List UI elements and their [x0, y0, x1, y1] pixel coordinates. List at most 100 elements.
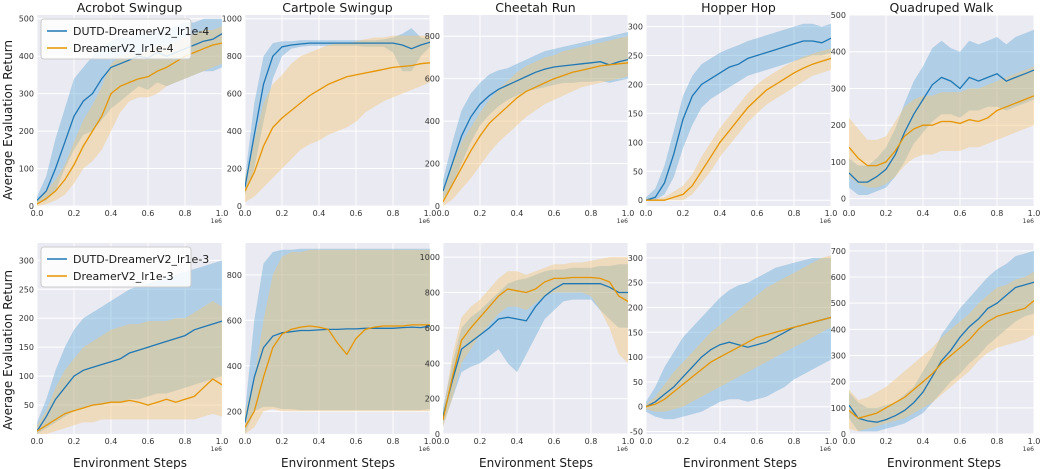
confidence-band-0: [443, 264, 628, 426]
y-tick-label: 0: [841, 430, 846, 439]
y-tick-label: 0: [638, 403, 643, 412]
x-exponent-label: 1e6: [617, 446, 629, 453]
plot-area: [37, 260, 222, 434]
legend-box: [40, 18, 192, 60]
y-tick-label: 200: [227, 165, 242, 174]
y-tick-label: 700: [831, 247, 846, 256]
confidence-band-0: [37, 18, 222, 205]
x-tick-label: 0.0: [31, 437, 44, 446]
x-tick-label: 0.2: [276, 437, 289, 446]
x-axis-label-0: Environment Steps: [73, 456, 187, 469]
y-tick-label: 200: [19, 127, 34, 136]
plot-area: [245, 28, 430, 203]
x-tick-label: 0.4: [511, 209, 524, 218]
panel-background: [443, 15, 628, 206]
series-line-0: [37, 320, 222, 432]
plot-area: [245, 248, 430, 434]
plot-area: [443, 257, 628, 427]
series-line-0: [849, 69, 1034, 183]
confidence-band-0: [646, 257, 831, 420]
y-axis-label-top: Average Evaluation Return: [1, 40, 15, 200]
legend-box: [40, 246, 192, 288]
x-axis-label-2: Environment Steps: [479, 456, 593, 469]
panel-background: [646, 15, 831, 206]
x-exponent-label: 1e6: [211, 446, 223, 453]
x-tick-label: 0.4: [105, 437, 118, 446]
x-axis-label-3: Environment Steps: [683, 456, 797, 469]
x-tick-label: 0.6: [548, 209, 561, 218]
panel-title: Hopper Hop: [701, 0, 776, 15]
panel-title: Quadruped Walk: [890, 0, 995, 15]
y-tick-label: 300: [19, 256, 34, 265]
x-tick-label: 1.0: [1028, 437, 1041, 446]
confidence-band-0: [245, 248, 430, 434]
confidence-band-1: [849, 271, 1034, 432]
x-tick-label: 0.2: [677, 437, 690, 446]
series-line-0: [245, 325, 430, 423]
panel-title: Acrobot Swingup: [77, 0, 183, 15]
y-tick-label: 100: [19, 165, 34, 174]
y-tick-label: 400: [831, 325, 846, 334]
y-tick-label: 400: [425, 117, 440, 126]
x-exponent-label: 1e6: [419, 446, 431, 453]
x-tick-label: 0.0: [437, 209, 450, 218]
panel-8: -50 0 50 100 150 200 250 300 0.0 0.2 0.4 0.6 0.8 1.01…: [628, 243, 838, 453]
panel-background: [646, 243, 831, 434]
y-tick-label: 500: [831, 299, 846, 308]
y-tick-label: 200: [425, 395, 440, 404]
x-tick-label: 0.8: [788, 209, 801, 218]
confidence-band-1: [245, 35, 430, 203]
y-tick-label: 300: [831, 352, 846, 361]
series-line-0: [646, 37, 831, 201]
x-tick-label: 1.0: [622, 437, 635, 446]
y-tick-label: 300: [19, 90, 34, 99]
panel-background: [245, 15, 430, 206]
plot-area: [849, 29, 1034, 196]
y-tick-label: 0: [29, 202, 34, 211]
plot-area: [646, 255, 831, 420]
x-tick-label: 0.4: [105, 209, 118, 218]
plot-area: [646, 23, 831, 201]
series-line-1: [443, 62, 628, 203]
x-tick-label: 0.4: [714, 209, 727, 218]
x-exponent-label: 1e6: [211, 218, 223, 225]
y-tick-label: 500: [19, 15, 34, 24]
x-tick-label: 1.0: [424, 209, 437, 218]
x-tick-label: 0.6: [350, 209, 363, 218]
x-tick-label: 0.8: [179, 209, 192, 218]
y-tick-label: 50: [24, 401, 34, 410]
x-tick-label: 0.0: [640, 437, 653, 446]
x-tick-label: 0.0: [843, 437, 856, 446]
confidence-band-1: [443, 36, 628, 206]
series-line-1: [646, 316, 831, 408]
y-tick-label: 300: [628, 254, 643, 263]
x-tick-label: 0.8: [179, 437, 192, 446]
y-tick-label: 800: [227, 52, 242, 61]
x-tick-label: 0.0: [31, 209, 44, 218]
x-exponent-label: 1e6: [617, 218, 629, 225]
x-exponent-label: 1e6: [1023, 218, 1035, 225]
x-tick-label: 0.8: [387, 437, 400, 446]
x-tick-label: 1.0: [825, 437, 838, 446]
y-tick-label: 200: [831, 121, 846, 130]
y-tick-label: 50: [633, 378, 643, 387]
x-tick-label: 0.0: [640, 209, 653, 218]
y-tick-label: 250: [628, 52, 643, 61]
x-tick-label: 0.2: [677, 209, 690, 218]
y-tick-label: 250: [19, 285, 34, 294]
y-tick-label: 400: [227, 127, 242, 136]
x-tick-label: 0.6: [954, 209, 967, 218]
x-tick-label: 0.2: [68, 209, 81, 218]
legend-label-0: DUTD-DreamerV2_lr1e-3: [73, 253, 209, 266]
x-tick-label: 0.6: [142, 209, 155, 218]
y-tick-label: -50: [630, 428, 643, 437]
plot-area: [849, 250, 1034, 432]
x-tick-label: 0.2: [474, 437, 487, 446]
panel-background: [849, 243, 1034, 434]
confidence-band-0: [443, 32, 628, 200]
y-tick-label: 0: [237, 202, 242, 211]
